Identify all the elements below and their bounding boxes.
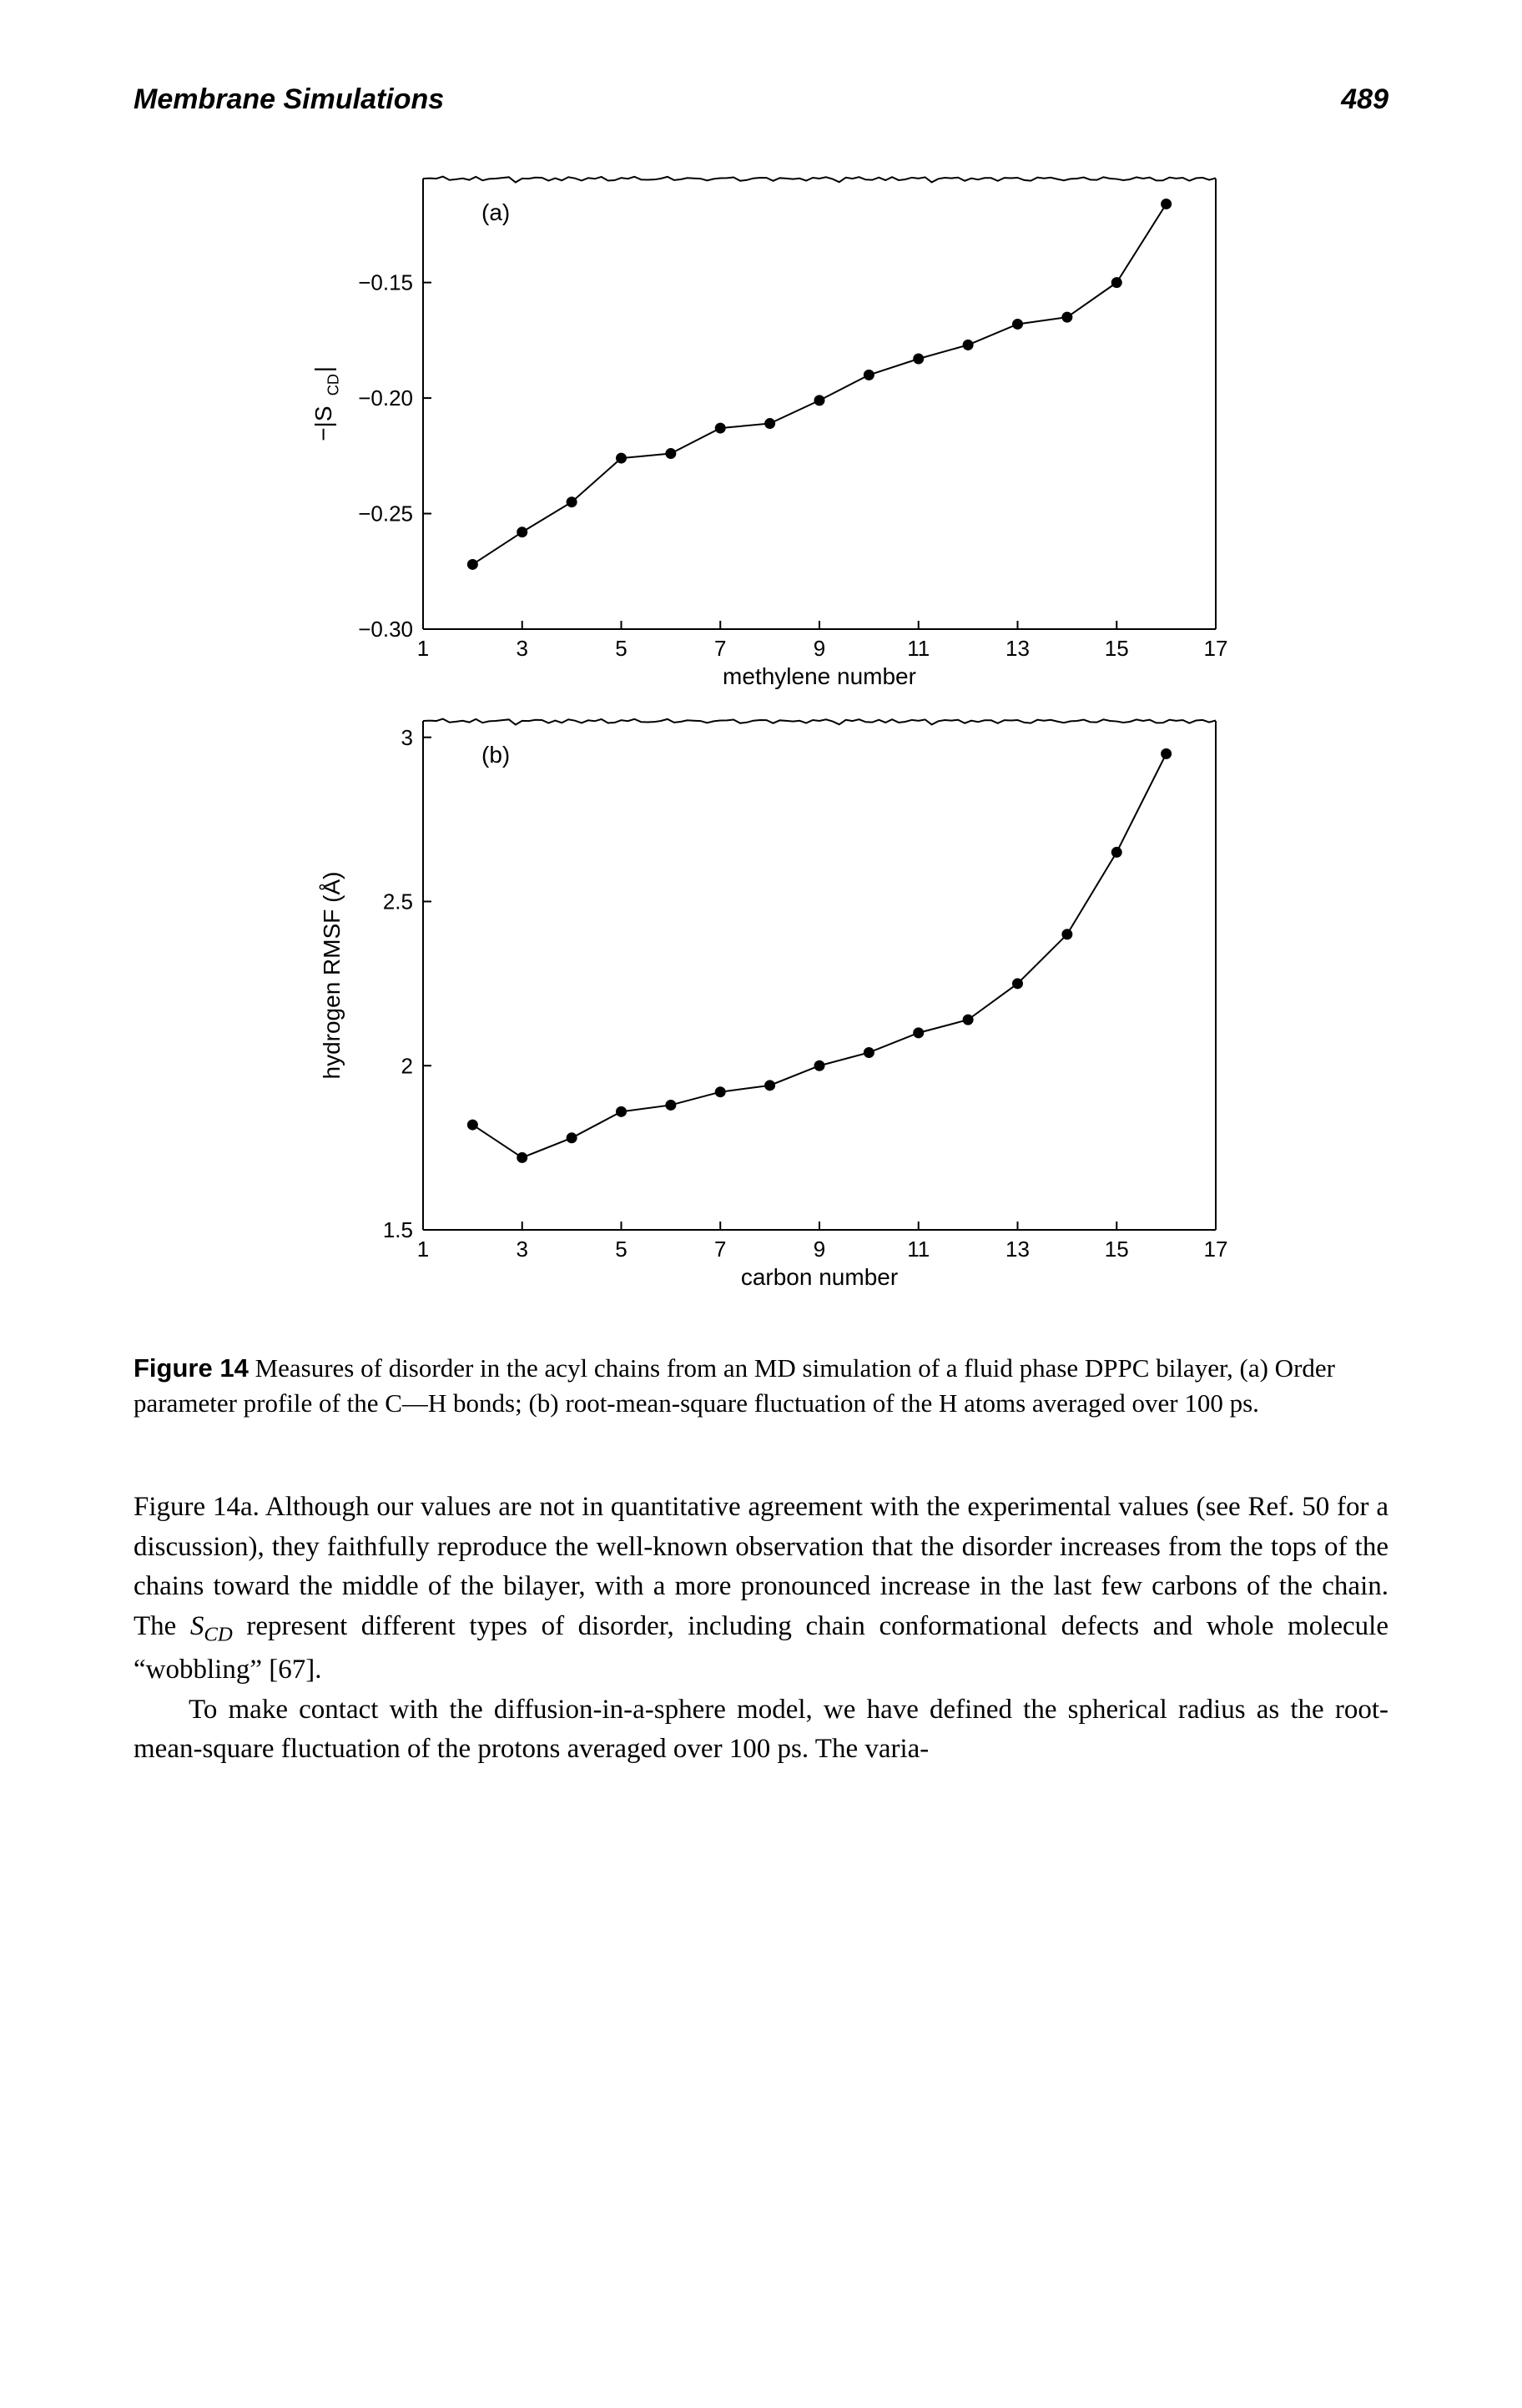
page-header: Membrane Simulations 489 <box>134 83 1388 116</box>
body-paragraph-2: To make contact with the diffusion-in-a-… <box>134 1690 1388 1771</box>
svg-text:3: 3 <box>401 725 413 750</box>
figure-label: Figure 14 <box>134 1353 249 1383</box>
svg-text:methylene number: methylene number <box>723 663 916 689</box>
chart-panel-a: 1357911131517−0.30−0.25−0.20−0.15methyle… <box>281 166 1241 708</box>
svg-text:5: 5 <box>615 636 627 661</box>
svg-text:(b): (b) <box>481 742 510 768</box>
figure-caption-text: Measures of disorder in the acyl chains … <box>134 1353 1335 1418</box>
svg-text:hydrogen RMSF (Å): hydrogen RMSF (Å) <box>319 872 345 1080</box>
svg-text:5: 5 <box>615 1237 627 1262</box>
svg-text:17: 17 <box>1204 1237 1228 1262</box>
page-number: 489 <box>1341 83 1388 116</box>
svg-text:(a): (a) <box>481 199 510 225</box>
svg-text:13: 13 <box>1005 636 1030 661</box>
svg-text:13: 13 <box>1005 1237 1030 1262</box>
svg-text:−0.15: −0.15 <box>358 270 413 295</box>
svg-text:2.5: 2.5 <box>383 889 413 914</box>
svg-text:−0.20: −0.20 <box>358 385 413 411</box>
svg-text:|: | <box>310 366 336 372</box>
svg-text:9: 9 <box>814 636 825 661</box>
body-paragraph-1: Figure 14a. Although our values are not … <box>134 1488 1388 1690</box>
svg-text:−0.25: −0.25 <box>358 501 413 526</box>
svg-text:15: 15 <box>1105 1237 1129 1262</box>
svg-text:1: 1 <box>417 1237 429 1262</box>
svg-text:9: 9 <box>814 1237 825 1262</box>
svg-text:7: 7 <box>714 636 726 661</box>
svg-text:carbon number: carbon number <box>741 1264 898 1290</box>
p1-part-b: represent different types of disorder, i… <box>134 1611 1388 1684</box>
body-text: Figure 14a. Although our values are not … <box>134 1488 1388 1771</box>
svg-text:−0.30: −0.30 <box>358 617 413 642</box>
svg-text:−|S: −|S <box>310 406 336 441</box>
svg-text:3: 3 <box>517 636 528 661</box>
svg-text:1.5: 1.5 <box>383 1217 413 1242</box>
figure-14: 1357911131517−0.30−0.25−0.20−0.15methyle… <box>134 166 1388 1309</box>
running-title: Membrane Simulations <box>134 83 444 116</box>
svg-text:CD: CD <box>325 374 341 395</box>
chart-panel-b: 13579111315171.522.53carbon numberhydrog… <box>281 708 1241 1309</box>
svg-text:1: 1 <box>417 636 429 661</box>
svg-text:11: 11 <box>907 1237 930 1262</box>
svg-text:15: 15 <box>1105 636 1129 661</box>
svg-text:11: 11 <box>907 636 930 661</box>
scd-symbol: SCD <box>190 1611 233 1641</box>
svg-text:3: 3 <box>517 1237 528 1262</box>
svg-text:7: 7 <box>714 1237 726 1262</box>
figure-caption: Figure 14 Measures of disorder in the ac… <box>134 1351 1388 1421</box>
svg-text:17: 17 <box>1204 636 1228 661</box>
svg-text:2: 2 <box>401 1053 413 1078</box>
